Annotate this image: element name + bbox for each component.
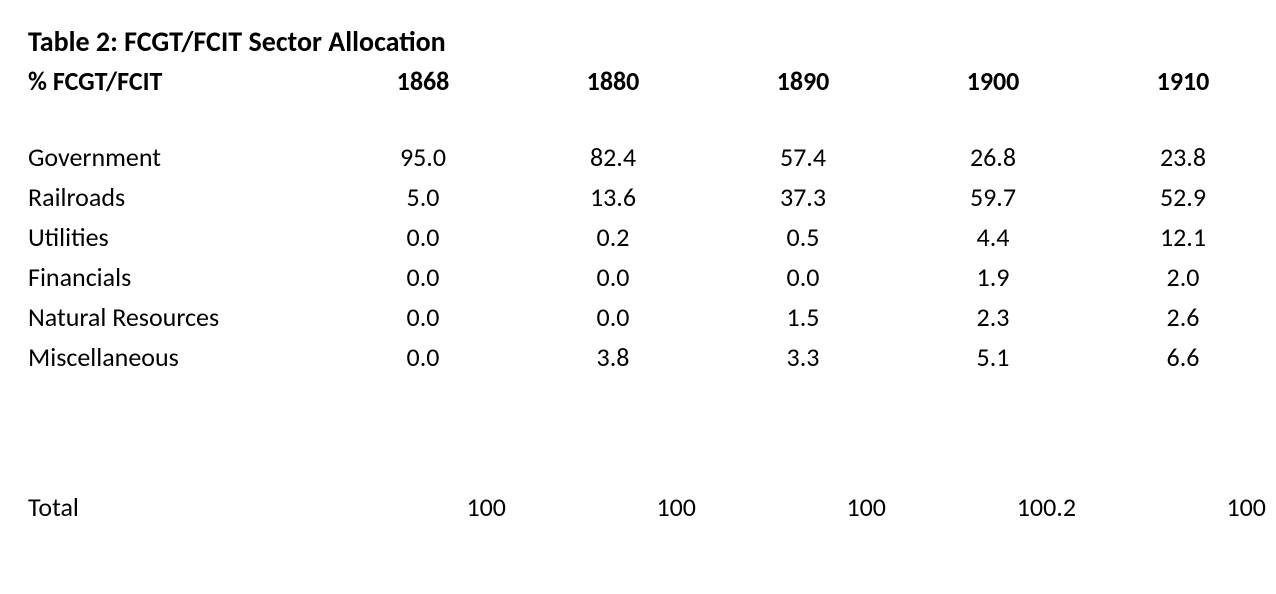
column-header: 1880 — [518, 61, 708, 101]
cell-value: 2.3 — [898, 297, 1088, 337]
cell-value: 5.1 — [898, 337, 1088, 377]
cell-value: 52.9 — [1088, 177, 1276, 217]
cell-value: 2.6 — [1088, 297, 1276, 337]
total-row: Total 100 100 100 100.2 100 — [28, 487, 1276, 527]
column-header: 1890 — [708, 61, 898, 101]
total-label: Total — [28, 487, 328, 527]
cell-value: 37.3 — [708, 177, 898, 217]
table-row: Miscellaneous 0.0 3.8 3.3 5.1 6.6 — [28, 337, 1276, 377]
cell-value: 13.6 — [518, 177, 708, 217]
cell-value: 0.0 — [328, 217, 518, 257]
spacer-row — [28, 101, 1276, 137]
cell-value: 0.0 — [518, 297, 708, 337]
row-label: Miscellaneous — [28, 337, 328, 377]
cell-value: 57.4 — [708, 137, 898, 177]
allocation-table: % FCGT/FCIT 1868 1880 1890 1900 1910 Gov… — [28, 61, 1276, 527]
table-container: Table 2: FCGT/FCIT Sector Allocation % F… — [28, 24, 1248, 527]
row-label: Utilities — [28, 217, 328, 257]
row-header-label: % FCGT/FCIT — [28, 61, 328, 101]
table-row: Natural Resources 0.0 0.0 1.5 2.3 2.6 — [28, 297, 1276, 337]
total-value: 100 — [518, 487, 708, 527]
cell-value: 0.0 — [328, 257, 518, 297]
column-header: 1910 — [1088, 61, 1276, 101]
row-label: Financials — [28, 257, 328, 297]
cell-value: 1.5 — [708, 297, 898, 337]
cell-value: 0.0 — [708, 257, 898, 297]
cell-value: 0.0 — [328, 337, 518, 377]
cell-value: 1.9 — [898, 257, 1088, 297]
table-row: Financials 0.0 0.0 0.0 1.9 2.0 — [28, 257, 1276, 297]
total-value: 100.2 — [898, 487, 1088, 527]
cell-value: 23.8 — [1088, 137, 1276, 177]
total-value: 100 — [328, 487, 518, 527]
cell-value: 4.4 — [898, 217, 1088, 257]
cell-value: 95.0 — [328, 137, 518, 177]
total-value: 100 — [708, 487, 898, 527]
cell-value: 82.4 — [518, 137, 708, 177]
cell-value: 59.7 — [898, 177, 1088, 217]
cell-value: 0.0 — [328, 297, 518, 337]
cell-value: 3.3 — [708, 337, 898, 377]
column-header: 1868 — [328, 61, 518, 101]
table-row: Railroads 5.0 13.6 37.3 59.7 52.9 — [28, 177, 1276, 217]
column-header: 1900 — [898, 61, 1088, 101]
row-label: Natural Resources — [28, 297, 328, 337]
cell-value: 2.0 — [1088, 257, 1276, 297]
table-header-row: % FCGT/FCIT 1868 1880 1890 1900 1910 — [28, 61, 1276, 101]
table-title: Table 2: FCGT/FCIT Sector Allocation — [28, 24, 1248, 59]
cell-value: 3.8 — [518, 337, 708, 377]
row-label: Government — [28, 137, 328, 177]
cell-value: 0.0 — [518, 257, 708, 297]
total-value: 100 — [1088, 487, 1276, 527]
cell-value: 5.0 — [328, 177, 518, 217]
row-label: Railroads — [28, 177, 328, 217]
spacer-row — [28, 377, 1276, 487]
table-row: Utilities 0.0 0.2 0.5 4.4 12.1 — [28, 217, 1276, 257]
table-row: Government 95.0 82.4 57.4 26.8 23.8 — [28, 137, 1276, 177]
cell-value: 12.1 — [1088, 217, 1276, 257]
cell-value: 6.6 — [1088, 337, 1276, 377]
cell-value: 26.8 — [898, 137, 1088, 177]
cell-value: 0.5 — [708, 217, 898, 257]
cell-value: 0.2 — [518, 217, 708, 257]
